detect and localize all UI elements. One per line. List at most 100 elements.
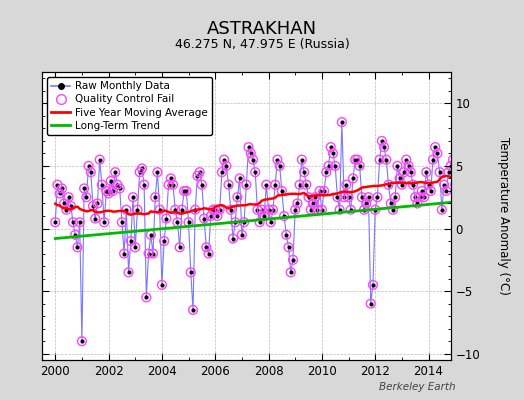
Point bbox=[240, 219, 248, 226]
Point bbox=[280, 213, 288, 219]
Point bbox=[200, 215, 209, 222]
Point bbox=[217, 169, 226, 175]
Point bbox=[162, 215, 170, 222]
Point bbox=[358, 194, 366, 200]
Point bbox=[229, 235, 237, 242]
Point bbox=[129, 194, 137, 200]
Point bbox=[253, 206, 261, 213]
Point bbox=[333, 194, 342, 200]
Point bbox=[435, 169, 444, 175]
Point bbox=[115, 185, 124, 192]
Point bbox=[95, 156, 104, 163]
Point bbox=[189, 307, 197, 313]
Point bbox=[187, 269, 195, 276]
Point bbox=[427, 188, 435, 194]
Point bbox=[402, 156, 410, 163]
Point bbox=[387, 200, 395, 207]
Point bbox=[142, 294, 150, 300]
Point bbox=[269, 206, 277, 213]
Point bbox=[349, 175, 357, 182]
Point bbox=[460, 144, 468, 150]
Point bbox=[153, 169, 161, 175]
Point bbox=[202, 244, 211, 250]
Point bbox=[289, 257, 297, 263]
Point bbox=[413, 200, 422, 207]
Point bbox=[340, 194, 348, 200]
Point bbox=[127, 238, 135, 244]
Point bbox=[422, 169, 431, 175]
Point bbox=[400, 169, 408, 175]
Point bbox=[267, 219, 275, 226]
Point bbox=[145, 250, 153, 257]
Point bbox=[102, 188, 111, 194]
Point bbox=[71, 232, 80, 238]
Point bbox=[380, 144, 388, 150]
Point bbox=[233, 194, 242, 200]
Point bbox=[407, 169, 415, 175]
Point bbox=[438, 206, 446, 213]
Point bbox=[91, 215, 100, 222]
Point bbox=[75, 219, 84, 226]
Point bbox=[215, 206, 224, 213]
Point bbox=[104, 190, 113, 197]
Point bbox=[167, 175, 175, 182]
Point bbox=[342, 182, 351, 188]
Point bbox=[375, 156, 384, 163]
Point bbox=[457, 150, 466, 156]
Point bbox=[291, 206, 299, 213]
Point bbox=[111, 169, 119, 175]
Point bbox=[389, 206, 397, 213]
Point bbox=[64, 194, 73, 200]
Point bbox=[285, 244, 293, 250]
Point bbox=[278, 188, 286, 194]
Point bbox=[391, 194, 399, 200]
Point bbox=[420, 194, 428, 200]
Point bbox=[171, 206, 179, 213]
Point bbox=[471, 182, 479, 188]
Point bbox=[353, 156, 362, 163]
Point bbox=[393, 163, 401, 169]
Point bbox=[211, 206, 220, 213]
Point bbox=[311, 194, 320, 200]
Point bbox=[371, 206, 379, 213]
Point bbox=[89, 203, 97, 209]
Point bbox=[405, 163, 413, 169]
Point bbox=[204, 250, 213, 257]
Point bbox=[442, 188, 451, 194]
Point bbox=[140, 182, 148, 188]
Point bbox=[195, 169, 204, 175]
Legend: Raw Monthly Data, Quality Control Fail, Five Year Moving Average, Long-Term Tren: Raw Monthly Data, Quality Control Fail, … bbox=[47, 77, 212, 135]
Point bbox=[449, 156, 457, 163]
Point bbox=[475, 175, 484, 182]
Point bbox=[466, 194, 475, 200]
Point bbox=[100, 219, 108, 226]
Point bbox=[136, 169, 144, 175]
Point bbox=[151, 194, 159, 200]
Point bbox=[384, 182, 392, 188]
Point bbox=[418, 188, 426, 194]
Point bbox=[97, 182, 106, 188]
Point bbox=[84, 163, 93, 169]
Point bbox=[307, 206, 315, 213]
Point bbox=[455, 169, 464, 175]
Point bbox=[93, 200, 102, 207]
Point bbox=[193, 173, 202, 179]
Point bbox=[300, 169, 308, 175]
Point bbox=[53, 182, 62, 188]
Point bbox=[113, 182, 122, 188]
Point bbox=[86, 169, 95, 175]
Point bbox=[318, 206, 326, 213]
Point bbox=[433, 150, 442, 156]
Point bbox=[147, 232, 155, 238]
Point bbox=[411, 194, 419, 200]
Point bbox=[165, 182, 173, 188]
Point bbox=[293, 200, 302, 207]
Point bbox=[344, 194, 353, 200]
Point bbox=[409, 182, 417, 188]
Point bbox=[169, 182, 177, 188]
Point bbox=[235, 175, 244, 182]
Point bbox=[262, 182, 270, 188]
Point bbox=[296, 182, 304, 188]
Point bbox=[313, 206, 322, 213]
Point bbox=[244, 144, 253, 150]
